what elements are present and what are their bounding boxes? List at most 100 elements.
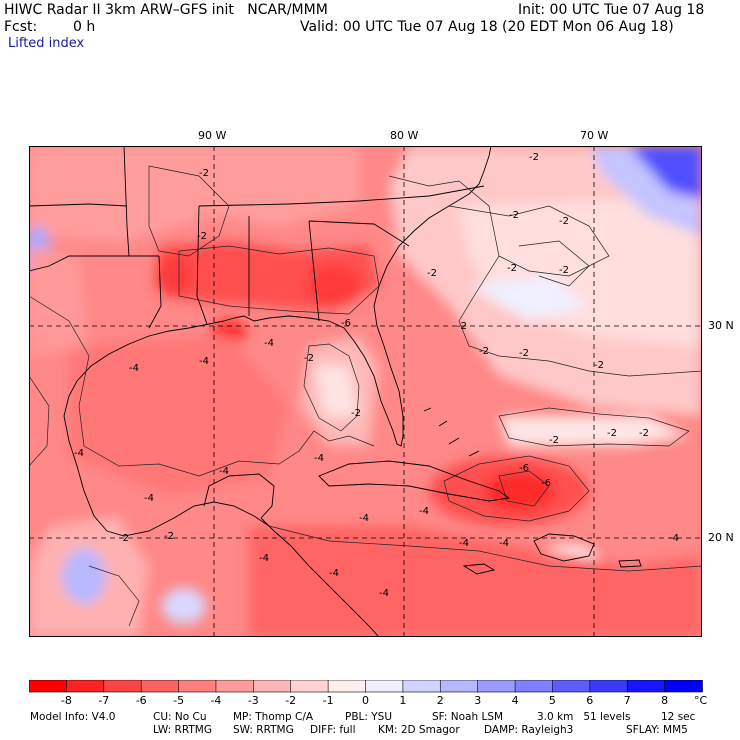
colorbar-tick-label: -2	[285, 694, 297, 707]
lat-label-20n: 20 N	[708, 531, 734, 544]
colorbar-tick-label: 0	[362, 694, 369, 707]
colorbar-tick-label: -1	[322, 694, 334, 707]
colorbar-swatch	[29, 680, 68, 693]
colorbar-tick-label: 3	[474, 694, 482, 707]
svg-text:-4: -4	[419, 506, 429, 517]
svg-text:-6: -6	[341, 318, 351, 329]
map-title: HIWC Radar II 3km ARW–GFS init NCAR/MMM	[4, 2, 328, 18]
contours	[29, 165, 702, 627]
svg-text:-2: -2	[509, 210, 519, 221]
colorbar-swatch	[439, 680, 479, 693]
footer-diff: DIFF: full	[310, 724, 356, 736]
svg-text:-2: -2	[119, 533, 129, 544]
forecast-hour: 0 h	[73, 19, 96, 35]
colorbar-tick-label: 4	[511, 694, 519, 707]
svg-text:-2: -2	[164, 531, 174, 542]
svg-text:-4: -4	[144, 493, 154, 504]
colorbar-swatch	[290, 680, 329, 693]
forecast-label: Fcst:	[4, 19, 38, 35]
svg-text:-2: -2	[519, 348, 529, 359]
colorbar-tick-label: 8	[661, 694, 669, 707]
svg-text:-2: -2	[607, 428, 617, 439]
colorbar-swatch	[140, 680, 180, 693]
svg-text:-2: -2	[197, 231, 207, 242]
colorbar-swatch	[365, 680, 404, 693]
footer-sflay: SFLAY: MM5	[626, 724, 688, 736]
svg-text:-4: -4	[499, 538, 509, 549]
svg-text:-4: -4	[199, 356, 209, 367]
footer-model-info: Model Info: V4.0	[30, 711, 116, 723]
colorbar-tick-label: 6	[586, 694, 594, 707]
footer-cu: CU: No Cu	[153, 711, 207, 723]
svg-text:-6: -6	[541, 478, 551, 489]
colorbar-swatch	[253, 680, 292, 693]
colorbar-tick-label: -3	[247, 694, 259, 707]
svg-text:-4: -4	[359, 513, 369, 524]
colorbar-tick-label: 2	[436, 694, 444, 707]
graticule	[29, 146, 702, 637]
colorbar-swatch	[589, 680, 629, 693]
colorbar-swatch	[178, 680, 217, 693]
colorbar-tick-label: 7	[623, 694, 631, 707]
svg-text:-4: -4	[74, 448, 84, 459]
colorbar-swatch	[327, 680, 367, 693]
contour-labels: -2 -2 -2 -2 -2 -2 -2 -2 -2 -2 -2 -2 -2 -…	[74, 152, 679, 599]
svg-text:-2: -2	[507, 263, 517, 274]
svg-text:-4: -4	[329, 568, 339, 579]
footer-sw: SW: RRTMG	[233, 724, 294, 736]
valid-time: Valid: 00 UTC Tue 07 Aug 18 (20 EDT Mon …	[300, 19, 674, 35]
svg-text:-4: -4	[219, 466, 229, 477]
svg-text:-2: -2	[559, 265, 569, 276]
colorbar-unit: °C	[694, 694, 708, 707]
colorbar	[29, 680, 703, 693]
svg-text:-2: -2	[457, 321, 467, 332]
colorbar-tick-label: 5	[548, 694, 556, 707]
svg-text:-4: -4	[379, 588, 389, 599]
coastlines	[29, 146, 642, 637]
footer-timestep: 12 sec	[661, 711, 696, 723]
footer-km: KM: 2D Smagor	[378, 724, 460, 736]
colorbar-swatch	[552, 680, 591, 693]
svg-text:-4: -4	[459, 538, 469, 549]
colorbar-tick-label: -4	[210, 694, 222, 707]
colorbar-swatch	[626, 680, 666, 693]
lifted-index-map: -2 -2 -2 -2 -2 -2 -2 -2 -2 -2 -2 -2 -2 -…	[29, 146, 702, 637]
field-shading	[29, 146, 702, 637]
field-name: Lifted index	[8, 36, 85, 51]
colorbar-tick-label: 1	[399, 694, 407, 707]
svg-text:-4: -4	[314, 453, 324, 464]
svg-text:-2: -2	[479, 346, 489, 357]
svg-text:-2: -2	[529, 152, 539, 163]
svg-text:-6: -6	[519, 463, 529, 474]
lon-label-70w: 70 W	[580, 129, 609, 142]
init-time: Init: 00 UTC Tue 07 Aug 18	[518, 2, 705, 18]
lat-label-30n: 30 N	[708, 319, 734, 332]
map-frame	[29, 146, 702, 637]
footer-pbl: PBL: YSU	[345, 711, 393, 723]
svg-text:-4: -4	[259, 553, 269, 564]
svg-text:-2: -2	[594, 360, 604, 371]
colorbar-tick-label: -7	[98, 694, 110, 707]
lon-label-80w: 80 W	[390, 129, 419, 142]
footer-mp: MP: Thomp C/A	[233, 711, 314, 723]
svg-text:-2: -2	[351, 408, 361, 419]
svg-text:-2: -2	[549, 435, 559, 446]
colorbar-swatch	[103, 680, 142, 693]
footer-damp: DAMP: Rayleigh3	[484, 724, 574, 736]
svg-text:-2: -2	[559, 216, 569, 227]
svg-text:-4: -4	[129, 363, 139, 374]
colorbar-tick-label: -8	[60, 694, 72, 707]
footer-grid: 3.0 km 51 levels	[537, 711, 631, 723]
colorbar-swatch	[477, 680, 516, 693]
colorbar-swatch	[664, 680, 703, 693]
colorbar-swatch	[66, 680, 105, 693]
svg-text:-4: -4	[669, 533, 679, 544]
svg-text:-2: -2	[427, 268, 437, 279]
lon-label-90w: 90 W	[198, 129, 227, 142]
colorbar-tick-label: -5	[173, 694, 185, 707]
colorbar-tick-label: -6	[135, 694, 147, 707]
svg-text:-4: -4	[264, 338, 274, 349]
colorbar-swatch	[514, 680, 554, 693]
footer-sf: SF: Noah LSM	[432, 711, 504, 723]
colorbar-swatch	[215, 680, 255, 693]
